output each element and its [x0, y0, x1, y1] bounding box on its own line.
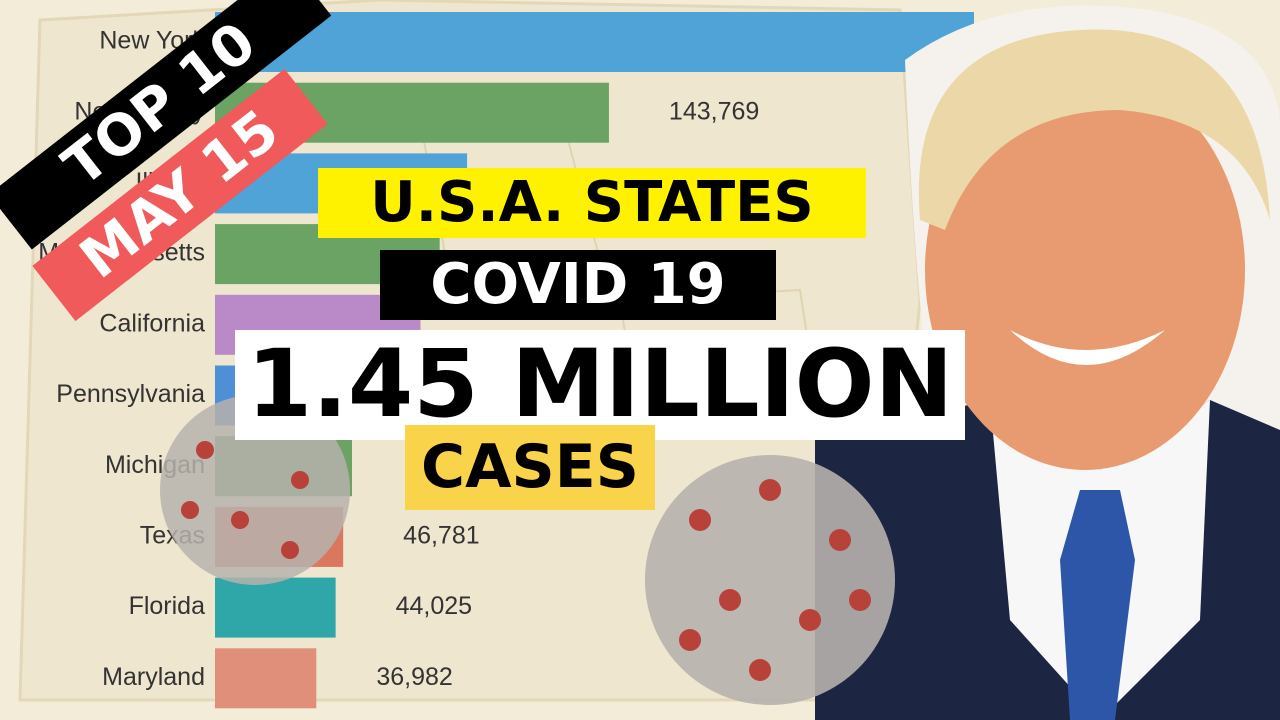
headline-line4: CASES: [405, 425, 655, 510]
category-label: Maryland: [102, 663, 205, 691]
bar: [215, 12, 974, 72]
bar: [215, 577, 336, 638]
value-label: 36,982: [376, 663, 452, 691]
value-label: 46,781: [403, 522, 479, 550]
value-label: 143,769: [669, 97, 759, 125]
value-label: 44,025: [396, 592, 472, 620]
category-label: Pennsylvania: [56, 380, 205, 408]
virus-illustrations: [160, 395, 895, 705]
category-label: Florida: [129, 592, 206, 620]
bar: [215, 648, 317, 709]
category-label: California: [99, 309, 205, 337]
headline-line2: COVID 19: [380, 250, 776, 320]
portrait: [815, 5, 1280, 720]
headline-line1: U.S.A. STATES: [318, 168, 866, 238]
headline-line3: 1.45 MILLION: [235, 330, 965, 440]
